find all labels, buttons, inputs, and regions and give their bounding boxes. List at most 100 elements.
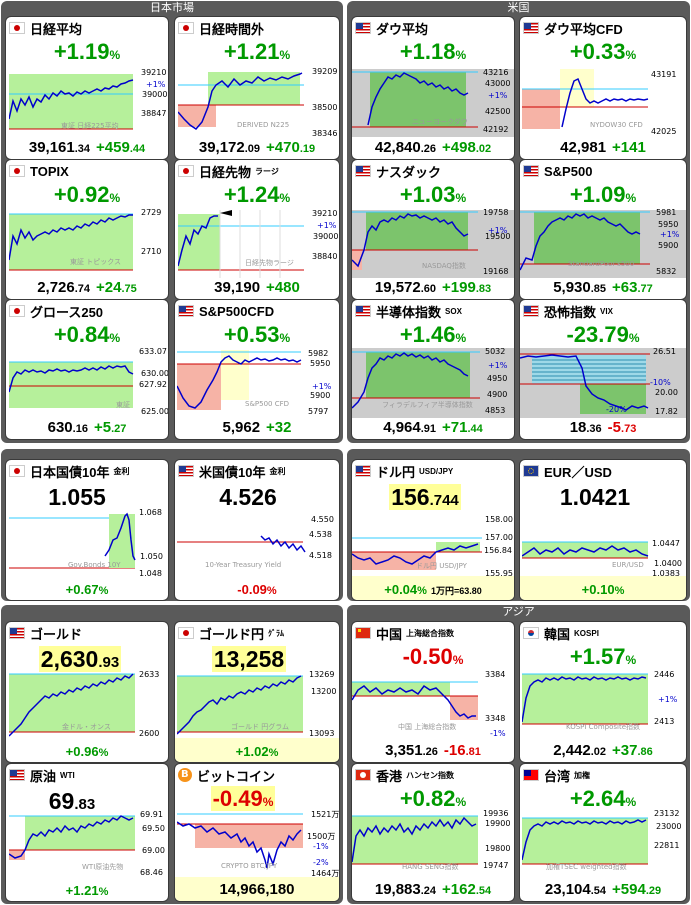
card-header: S&P500 [523, 162, 592, 180]
mid-label-2: 627.92 [139, 380, 167, 389]
card-eurusd[interactable]: EUR／USD 1.0421 1.0447 1.0400 1.0383 EUR/… [519, 459, 687, 601]
mid-label-2: 42500 [485, 107, 511, 116]
card-taiwan[interactable]: 台湾 加権 +2.64% 23132 23000 22811 加権TSEC wei… [519, 763, 687, 902]
card-gold-jpy[interactable]: ゴールド円 ｸﾞﾗﾑ 13,258 13269 13200 13093 ゴールド … [174, 621, 340, 763]
index-name: 台湾 [544, 768, 571, 784]
low-label: 68.46 [140, 868, 163, 877]
card-dow[interactable]: ダウ平均 +1.18% 43216 43000 +1% 42500 42192 … [351, 16, 515, 160]
card-nasdaq[interactable]: ナスダック +1.03% 19758 +1% 19500 19168 NASDA… [351, 159, 515, 300]
card-nikkei-after-hours[interactable]: 日経時間外 +1.21% 39209 38500 38346 DERIVED N… [174, 16, 340, 160]
card-dow-cfd[interactable]: ダウ平均CFD +0.33% 43191 42025 NYDOW30 CFD 4… [519, 16, 687, 160]
panel-title-japan: 日本市場 [150, 1, 194, 14]
card-topix[interactable]: TOPIX +0.92% 2729 2710 東証 トピックス 2,726.74… [5, 159, 169, 300]
card-header: 日経先物 ラージ [178, 162, 279, 180]
card-korea[interactable]: 韓国 KOSPI +1.57% 2446 +1% 2413 KOSPI Compo… [519, 621, 687, 763]
card-header: ゴールド [9, 624, 82, 642]
us-flag-icon [355, 22, 371, 34]
card-header: ダウ平均CFD [523, 19, 623, 37]
card-growth250[interactable]: グロース250 +0.84% 633.07 630.00 627.92 625.… [5, 299, 169, 440]
card-hongkong[interactable]: 香港 ハンセン指数 +0.82% 19936 19900 19800 19747 … [351, 763, 515, 902]
mid-label: 1.0400 [654, 559, 682, 568]
percent-change: +0.84% [53, 322, 121, 347]
card-nikkei[interactable]: 日経平均 +1.19% 39210 +1% 39000 38847 東証 日経2… [5, 16, 169, 160]
price-chart [352, 537, 482, 570]
card-bitcoin[interactable]: ビットコイン -0.49% 1521万 1500万 -1% -2% 1464万 … [174, 763, 340, 902]
price-and-change: 19,883.24 +162.54 [374, 881, 492, 898]
chart-watermark: 日経先物ラージ [245, 259, 294, 267]
index-name: 日本国債10年 [30, 464, 110, 480]
chart-watermark: StandardPoor's500 [568, 260, 635, 268]
percent-change: -0.49% [210, 786, 276, 811]
index-name: 米国債10年 [199, 464, 266, 480]
mid-label: 5950 [310, 359, 331, 368]
high-label: 2446 [654, 670, 675, 679]
commodity-price: 69.83 [48, 788, 96, 814]
low-label: 38847 [141, 109, 167, 118]
card-header: ビットコイン [178, 766, 275, 784]
percent-change: +1.03% [399, 182, 467, 207]
card-header: 米国債10年 金利 [178, 462, 285, 480]
price-and-change: 42,840.26 +498.02 [374, 139, 492, 156]
card-header: S&P500CFD [178, 302, 274, 320]
high-label: 39210 [312, 209, 338, 218]
card-usdjpy[interactable]: ドル円 USD/JPY 156.744 158.00 157.00 156.84 … [351, 459, 515, 601]
card-gold[interactable]: ゴールド 2,630.93 2633 2600 金ドル・オンス +0.96% [5, 621, 169, 763]
mid-label: 13200 [311, 687, 337, 696]
card-jgb-10y[interactable]: 日本国債10年 金利 1.055 1.068 1.050 1.048 Gov.Bo… [5, 459, 169, 601]
jp-flag-icon [178, 165, 194, 177]
mid-label: 157.00 [485, 533, 513, 542]
card-oil-wti[interactable]: 原油 WTI 69.83 69.91 69.50 69.00 68.46 WTI原… [5, 763, 169, 902]
change-percent: +0.67% [65, 582, 109, 597]
index-name: グロース250 [30, 304, 104, 320]
us-flag-icon [523, 305, 539, 317]
low-label: 5832 [656, 267, 677, 276]
high-label: 1.0447 [652, 539, 680, 548]
index-name: 半導体指数 [376, 304, 442, 320]
chart-watermark: ゴールド 円グラム [231, 723, 290, 731]
pct-grid-label: +1% [660, 230, 680, 239]
index-subname: ハンセン指数 [406, 770, 455, 780]
price-chart [9, 512, 136, 569]
card-vix[interactable]: 恐怖指数 VIX -23.79% 26.51 -10% 20.00 -20% 17… [519, 299, 687, 440]
price-chart [177, 813, 303, 869]
mid-label: 69.50 [142, 824, 165, 833]
card-sox[interactable]: 半導体指数 SOX +1.46% 5032 +1% 4950 4900 4853 … [351, 299, 515, 440]
mid-label: 5950 [658, 220, 679, 229]
price-chart [9, 673, 135, 737]
jp-flag-icon [178, 22, 194, 34]
low-label: 5797 [308, 407, 329, 416]
card-nikkei-futures[interactable]: 日経先物 ラージ +1.24% 39210 +1% 39000 38840 日経先… [174, 159, 340, 300]
hk-flag-icon [355, 769, 371, 781]
card-header: 台湾 加権 [523, 766, 590, 784]
price-and-change: 3,351.26 -16.81 [385, 742, 481, 759]
chart-watermark: WTI原油先物 [82, 863, 124, 871]
index-name: 恐怖指数 [544, 304, 597, 320]
commodity-price: 13,258 [211, 646, 287, 672]
price-chart [352, 815, 478, 865]
index-subname: SOX [445, 306, 462, 316]
price-chart [177, 535, 306, 553]
card-sp500[interactable]: S&P500 +1.09% 5981 5950 +1% 5900 5832 St… [519, 159, 687, 300]
card-ust-10y[interactable]: 米国債10年 金利 4.526 4.550 4.538 4.518 10-Year… [174, 459, 340, 601]
price-and-change: 42,981 +141 [560, 139, 646, 156]
low-label: 3348 [485, 714, 506, 723]
low-label: 2413 [654, 717, 675, 726]
price-and-change: 630.16 +5.27 [47, 419, 127, 436]
card-header: 中国 上海総合指数 [355, 624, 454, 642]
mid-label: 39000 [313, 232, 339, 241]
pct-grid-label: +1% [658, 695, 678, 704]
high-label: 26.51 [653, 347, 676, 356]
chart-watermark: 金ドル・オンス [62, 723, 111, 731]
jp-flag-icon [9, 465, 25, 477]
percent-change: +2.64% [569, 786, 637, 811]
card-header: 日経時間外 [178, 19, 264, 37]
card-china[interactable]: 中国 上海総合指数 -0.50% 3384 3348 -1% 中国 上海総合指数 … [351, 621, 515, 763]
mid-label: 630.00 [141, 369, 169, 378]
high-label: 23132 [654, 809, 680, 818]
price-chart [522, 673, 648, 725]
index-name: TOPIX [30, 163, 69, 179]
mid-label-2: 4900 [487, 390, 508, 399]
fx-rate: 156.744 [389, 484, 461, 510]
card-sp500-cfd[interactable]: S&P500CFD +0.53% 5982 5950 +1% 5900 5797… [174, 299, 340, 440]
low-label: 17.82 [655, 407, 678, 416]
